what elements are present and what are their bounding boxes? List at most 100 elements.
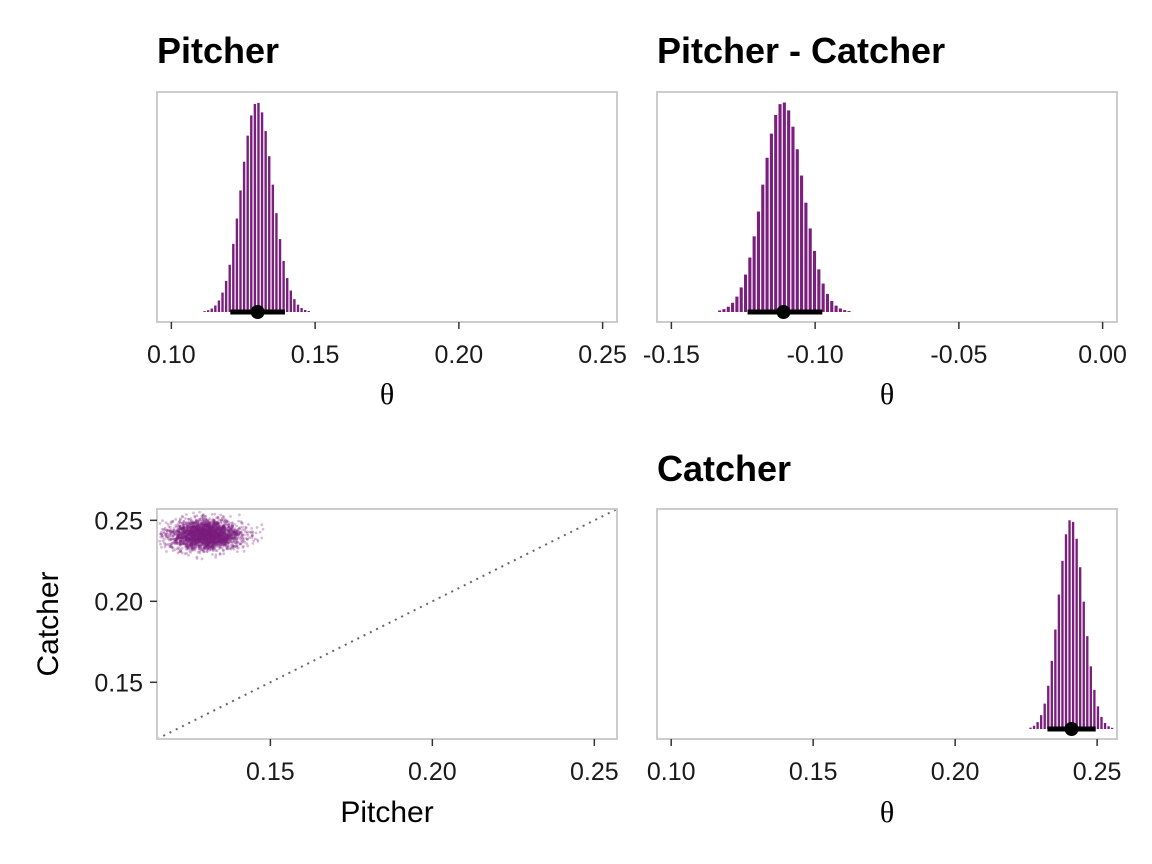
scatter-point	[215, 540, 218, 544]
scatter-point	[181, 540, 184, 543]
scatter-point	[179, 539, 182, 542]
scatter-point	[189, 534, 193, 538]
scatter-point	[202, 518, 205, 521]
scatter-point	[189, 535, 193, 539]
scatter-point	[211, 528, 214, 532]
scatter-point	[219, 527, 222, 531]
scatter-point	[224, 534, 228, 538]
scatter-point	[216, 536, 220, 539]
scatter-point	[229, 533, 233, 536]
scatter-point	[206, 542, 209, 546]
scatter-point	[194, 527, 198, 531]
scatter-point	[198, 531, 202, 534]
scatter-point	[223, 542, 227, 546]
scatter-point	[191, 530, 195, 533]
scatter-point	[213, 533, 217, 537]
scatter-point	[208, 530, 211, 533]
scatter-point	[243, 540, 247, 544]
scatter-point	[200, 529, 204, 533]
scatter-point	[223, 526, 227, 530]
scatter-point	[195, 528, 199, 531]
scatter-point	[224, 536, 227, 539]
scatter-point	[216, 528, 220, 531]
scatter-point	[205, 537, 209, 540]
p2-bar-13	[774, 114, 778, 312]
scatter-point	[201, 540, 204, 544]
scatter-point	[167, 529, 171, 533]
scatter-point	[222, 515, 226, 519]
scatter-point	[234, 532, 237, 536]
scatter-point	[212, 539, 216, 543]
scatter-point	[217, 542, 221, 546]
scatter-point	[184, 529, 188, 533]
scatter-point	[200, 528, 204, 532]
scatter-point	[224, 543, 228, 547]
scatter-point	[217, 537, 221, 540]
scatter-point	[219, 535, 223, 538]
scatter-point	[213, 543, 216, 547]
scatter-point	[190, 528, 194, 532]
p2-bar-5	[739, 287, 743, 312]
scatter-point	[196, 542, 200, 545]
scatter-point	[193, 533, 197, 536]
scatter-point	[191, 525, 195, 528]
scatter-point	[230, 536, 234, 540]
scatter-point	[203, 530, 207, 534]
scatter-point	[221, 527, 225, 530]
scatter-point	[222, 525, 226, 529]
scatter-point	[187, 521, 191, 525]
p2-x-tick-label: -0.05	[930, 341, 987, 369]
scatter-point	[204, 530, 208, 533]
scatter-point	[217, 531, 221, 535]
scatter-point	[213, 537, 217, 541]
scatter-point	[202, 532, 206, 535]
scatter-point	[211, 538, 215, 541]
scatter-point	[226, 529, 230, 532]
scatter-point	[235, 538, 239, 541]
scatter-point	[187, 535, 191, 539]
scatter-point	[223, 520, 226, 524]
scatter-point	[185, 536, 189, 540]
scatter-point	[207, 541, 211, 545]
scatter-point	[196, 538, 200, 542]
scatter-point	[189, 529, 193, 532]
scatter-point	[211, 536, 214, 539]
scatter-point	[199, 530, 202, 534]
scatter-point	[244, 537, 248, 540]
scatter-point	[214, 534, 218, 538]
scatter-point	[194, 522, 198, 525]
scatter-point	[197, 519, 201, 523]
scatter-point	[160, 534, 164, 537]
scatter-point	[165, 535, 169, 538]
scatter-point	[198, 527, 202, 531]
scatter-point	[195, 519, 199, 523]
scatter-point	[194, 530, 198, 533]
scatter-point	[190, 540, 194, 543]
scatter-point	[232, 529, 236, 532]
scatter-point	[210, 532, 214, 536]
scatter-point	[182, 525, 186, 529]
scatter-point	[220, 539, 224, 543]
scatter-point	[174, 530, 178, 533]
scatter-point	[211, 529, 215, 533]
scatter-point	[204, 531, 208, 535]
scatter-point	[222, 525, 225, 528]
scatter-point	[200, 540, 204, 544]
scatter-point	[197, 538, 201, 541]
p4-bar-11	[1068, 520, 1071, 729]
scatter-point	[208, 535, 212, 539]
scatter-point	[201, 527, 205, 531]
scatter-point	[210, 545, 214, 548]
scatter-point	[236, 529, 239, 532]
scatter-point	[216, 535, 219, 539]
scatter-point	[202, 531, 206, 534]
scatter-point	[227, 531, 230, 535]
scatter-point	[209, 525, 212, 529]
scatter-point	[198, 532, 202, 536]
scatter-point	[201, 530, 205, 534]
scatter-point	[218, 546, 222, 550]
scatter-point	[218, 552, 222, 556]
scatter-point	[216, 539, 219, 543]
scatter-point	[201, 522, 205, 525]
scatter-point	[217, 531, 221, 535]
